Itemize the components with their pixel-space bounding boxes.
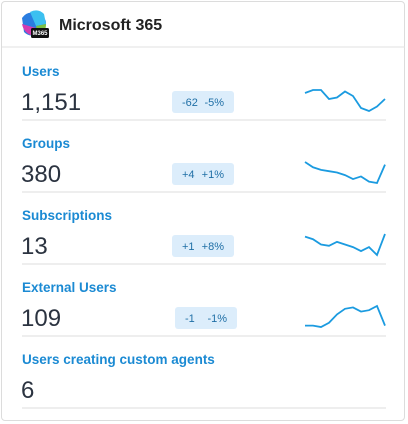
change-percent: -1%: [207, 313, 227, 325]
header-title: Microsoft 365: [59, 17, 162, 34]
metric-label: Users: [22, 64, 60, 79]
change-pill: [175, 307, 237, 329]
metric-label: External Users: [22, 280, 117, 295]
change-pill: [172, 163, 234, 185]
change-pill: [172, 235, 234, 257]
change-amount: +4: [182, 169, 195, 181]
change-percent: +8%: [202, 241, 225, 253]
change-amount: -62: [182, 97, 198, 109]
metric-label: Users creating custom agents: [22, 352, 215, 367]
change-amount: +1: [182, 241, 195, 253]
change-percent: +1%: [202, 169, 225, 181]
metric-value: 6: [21, 377, 34, 404]
icon-badge: M365: [32, 31, 48, 37]
metric-value: 13: [21, 233, 48, 260]
change-percent: -5%: [204, 97, 224, 109]
change-amount: -1: [185, 313, 195, 325]
sparkline: [305, 304, 386, 328]
app-icon: M365: [22, 10, 49, 38]
change-pill: [172, 91, 234, 113]
sparkline: [304, 89, 386, 112]
metric-label: Groups: [22, 136, 70, 151]
metric-value: 109: [21, 305, 61, 332]
metric-label: Subscriptions: [22, 208, 112, 223]
metric-value: 380: [21, 161, 61, 188]
metric-value: 1,151: [21, 89, 81, 116]
sparkline: [304, 161, 386, 185]
sparkline: [304, 233, 386, 257]
